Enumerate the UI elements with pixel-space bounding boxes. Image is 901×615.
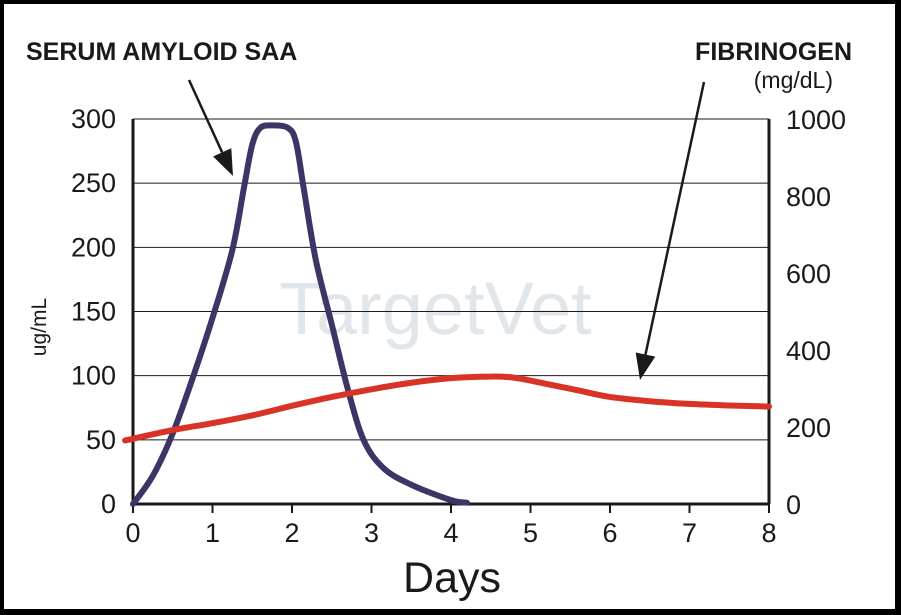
right-series-title: FIBRINOGEN xyxy=(695,38,852,66)
left-series-title: SERUM AMYLOID SAA xyxy=(26,38,297,66)
y-left-tick-label: 150 xyxy=(71,297,116,327)
x-tick-label: 3 xyxy=(364,518,379,548)
arrow-head xyxy=(213,148,233,176)
fibrinogen-line xyxy=(122,373,772,444)
x-tick-label: 6 xyxy=(602,518,617,548)
watermark-text: TargetVet xyxy=(279,267,592,350)
x-tick-label: 0 xyxy=(125,518,140,548)
chart-frame: TargetVet 0 1 2 3 4 5 6 7 8 0 50 100 150 200 250 300 0 20… xyxy=(4,4,895,609)
arrow-shaft xyxy=(644,81,706,355)
chart-svg: TargetVet 0 1 2 3 4 5 6 7 8050100150200250300020… xyxy=(26,38,852,602)
saa-arrow xyxy=(187,79,233,176)
y-right-tick-label: 200 xyxy=(786,413,831,443)
y-right-tick-label: 400 xyxy=(786,336,831,366)
x-tick-label: 7 xyxy=(682,518,697,548)
saa-line xyxy=(130,122,470,507)
x-tick-label: 1 xyxy=(205,518,220,548)
y-left-tick-label: 0 xyxy=(101,489,116,519)
x-tick-label: 4 xyxy=(443,518,458,548)
y-left-tick-label: 300 xyxy=(71,104,116,134)
fibrinogen-arrow xyxy=(635,81,706,380)
y-left-tick-label: 200 xyxy=(71,232,116,262)
y-left-tick-label: 50 xyxy=(86,425,116,455)
y-right-tick-label: 800 xyxy=(786,182,831,212)
y-left-tick-label: 100 xyxy=(71,361,116,391)
x-axis-title: Days xyxy=(403,554,501,602)
x-tick-label: 2 xyxy=(284,518,299,548)
y-right-tick-label: 600 xyxy=(786,259,831,289)
arrow-shaft xyxy=(187,79,224,153)
x-tick-label: 8 xyxy=(761,518,776,548)
x-tick-label: 5 xyxy=(523,518,538,548)
y-left-tick-label: 250 xyxy=(71,168,116,198)
right-axis-unit: (mg/dL) xyxy=(754,67,833,93)
series-lines xyxy=(122,122,772,507)
arrow-head xyxy=(635,352,656,380)
y-axis-title: ug/mL xyxy=(28,298,51,356)
annotation-arrows xyxy=(187,79,706,380)
y-right-tick-label: 1000 xyxy=(786,105,846,135)
tick-labels: 0 1 2 3 4 5 6 7 80501001502002503000200400600800… xyxy=(71,104,846,548)
y-right-tick-label: 0 xyxy=(786,490,801,520)
